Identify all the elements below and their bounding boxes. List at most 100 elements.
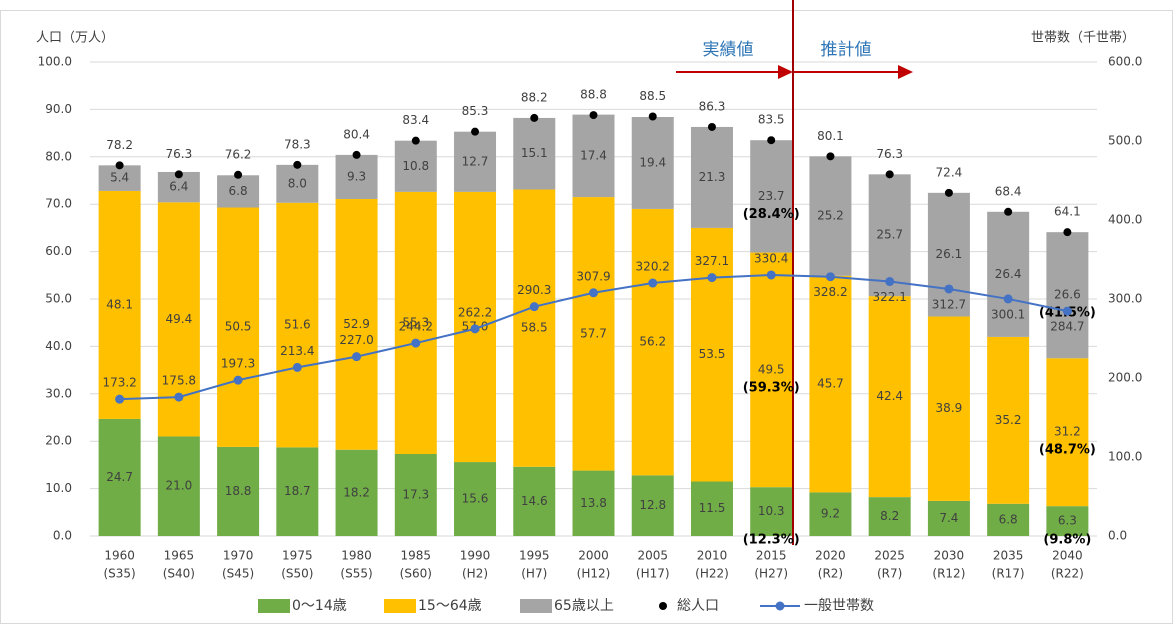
value-label: 31.2: [1054, 425, 1081, 439]
x-tick-label: (S40): [163, 567, 195, 581]
bar-segment: [1046, 506, 1089, 536]
line-point: [233, 375, 243, 385]
legend-label: 0〜14歳: [292, 598, 347, 614]
legend-label: 15〜64歳: [418, 598, 482, 614]
bar-segment: [572, 114, 615, 198]
x-tick-label: (S55): [340, 567, 372, 581]
x-tick-label: (H17): [636, 567, 670, 581]
bar-segment: [750, 252, 793, 488]
y-axis-label: 人口（万人）: [36, 31, 114, 46]
chart-border: [0, 10, 1173, 624]
value-label: 53.5: [699, 347, 726, 361]
total-dot: [174, 170, 183, 179]
bar-segment: [513, 117, 556, 190]
legend-label: 総人口: [677, 598, 719, 614]
annotation: 実績値: [703, 40, 754, 60]
value-label: 18.7: [284, 484, 311, 498]
total-dot: [589, 111, 598, 120]
y2-tick-label: 0.0: [1108, 529, 1127, 543]
bar-segment: [1046, 232, 1089, 359]
value-label: 6.3: [1058, 514, 1077, 528]
share-label: (48.7%): [1039, 443, 1096, 458]
legend-label: 65歳以上: [554, 598, 614, 614]
value-label: 55.3: [402, 315, 429, 329]
value-label: 14.6: [521, 494, 548, 508]
total-dot: [707, 122, 716, 131]
value-label: 312.7: [932, 297, 966, 311]
bar-segment: [690, 481, 733, 536]
y-tick-label: 100.0: [38, 55, 72, 69]
bar-segment: [631, 475, 674, 536]
legend-swatch: [659, 602, 667, 610]
value-label: 12.8: [639, 498, 666, 512]
value-label: 9.3: [347, 169, 366, 183]
x-tick-label: 2025: [874, 549, 905, 563]
value-label: 76.2: [225, 147, 252, 161]
value-label: 15.6: [462, 492, 489, 506]
value-label: 11.5: [699, 501, 726, 515]
value-label: 300.1: [991, 307, 1025, 321]
bar-segment: [276, 447, 319, 536]
share-label: (9.8%): [1043, 533, 1091, 548]
bar-segment: [631, 208, 674, 476]
bar-segment: [927, 500, 970, 536]
x-tick-label: 1985: [401, 549, 432, 563]
value-label: 78.2: [106, 138, 133, 152]
x-tick-label: 1970: [223, 549, 254, 563]
total-dot: [826, 152, 835, 161]
value-label: 18.2: [343, 485, 370, 499]
bar-segment: [217, 175, 260, 208]
x-tick-label: (H27): [754, 567, 788, 581]
value-label: 290.3: [517, 283, 551, 297]
value-label: 26.1: [936, 247, 963, 261]
value-label: 83.4: [402, 113, 429, 127]
value-label: 6.4: [169, 180, 188, 194]
total-dot: [234, 170, 243, 179]
value-label: 49.5: [758, 362, 785, 376]
x-tick-label: (H12): [577, 567, 611, 581]
bar-segment: [157, 436, 200, 536]
x-tick-label: (R7): [877, 567, 902, 581]
bar-segment: [335, 154, 378, 199]
x-tick-label: 2035: [993, 549, 1024, 563]
value-label: 52.9: [343, 317, 370, 331]
legend-swatch: [384, 599, 416, 613]
value-label: 262.2: [458, 305, 492, 319]
share-label: (59.3%): [743, 380, 800, 395]
value-label: 10.3: [758, 504, 785, 518]
total-dot: [885, 170, 894, 179]
x-tick-label: 1995: [519, 549, 550, 563]
bar-segment: [335, 449, 378, 536]
value-label: 21.3: [699, 170, 726, 184]
value-label: 173.2: [102, 376, 136, 390]
value-label: 244.2: [399, 320, 433, 334]
bar-segment: [98, 165, 141, 191]
bar-segment: [513, 189, 556, 467]
total-dot: [1063, 228, 1072, 237]
line-point: [1003, 294, 1013, 304]
line-point: [589, 288, 598, 298]
value-label: 330.4: [754, 251, 788, 265]
value-label: 13.8: [580, 496, 607, 510]
bar-segment: [987, 211, 1030, 337]
value-label: 19.4: [639, 155, 666, 169]
x-tick-label: (R2): [818, 567, 843, 581]
bar-segment: [513, 466, 556, 536]
line-point: [766, 270, 776, 280]
bar-segment: [572, 470, 615, 536]
value-label: 26.6: [1054, 288, 1081, 302]
y-tick-label: 0.0: [53, 529, 72, 543]
value-label: 26.4: [995, 267, 1022, 281]
bar-segment: [927, 316, 970, 501]
total-dot: [352, 150, 361, 159]
x-tick-label: (S45): [222, 567, 254, 581]
value-label: 175.8: [162, 374, 196, 388]
y-tick-label: 90.0: [45, 102, 72, 116]
value-label: 8.0: [288, 176, 307, 190]
value-label: 48.1: [106, 297, 133, 311]
x-tick-label: (H22): [695, 567, 729, 581]
y2-tick-label: 100.0: [1108, 450, 1142, 464]
value-label: 24.7: [106, 470, 133, 484]
bar-segment: [987, 503, 1030, 536]
